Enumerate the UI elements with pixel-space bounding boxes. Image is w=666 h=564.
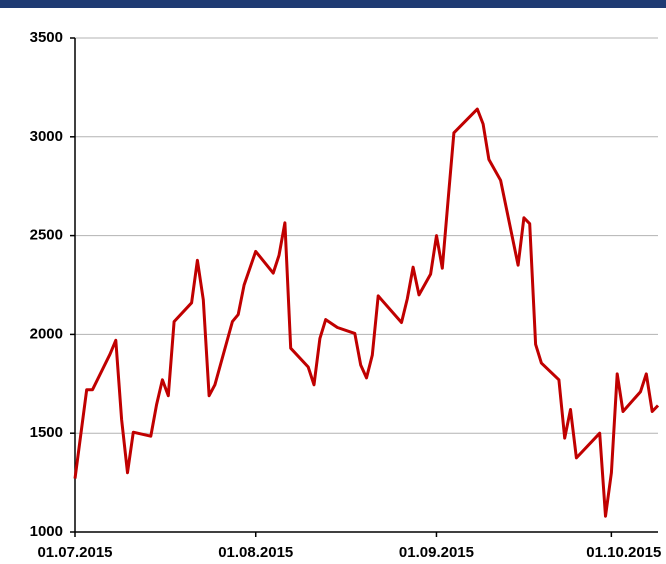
y-tick-label: 1000	[30, 523, 63, 540]
x-tick-label: 01.10.2015	[586, 544, 661, 561]
header-bar	[0, 0, 666, 8]
x-tick-label: 01.09.2015	[399, 544, 474, 561]
y-tick-label: 3000	[30, 128, 63, 145]
y-tick-label: 2500	[30, 227, 63, 244]
y-tick-label: 3500	[30, 29, 63, 46]
line	[73, 107, 660, 518]
x-tick-label: 01.08.2015	[218, 544, 293, 561]
y-tick-label: 1500	[30, 424, 63, 441]
y-tick-label: 2000	[30, 325, 63, 342]
x-tick-label: 01.07.2015	[37, 544, 112, 561]
